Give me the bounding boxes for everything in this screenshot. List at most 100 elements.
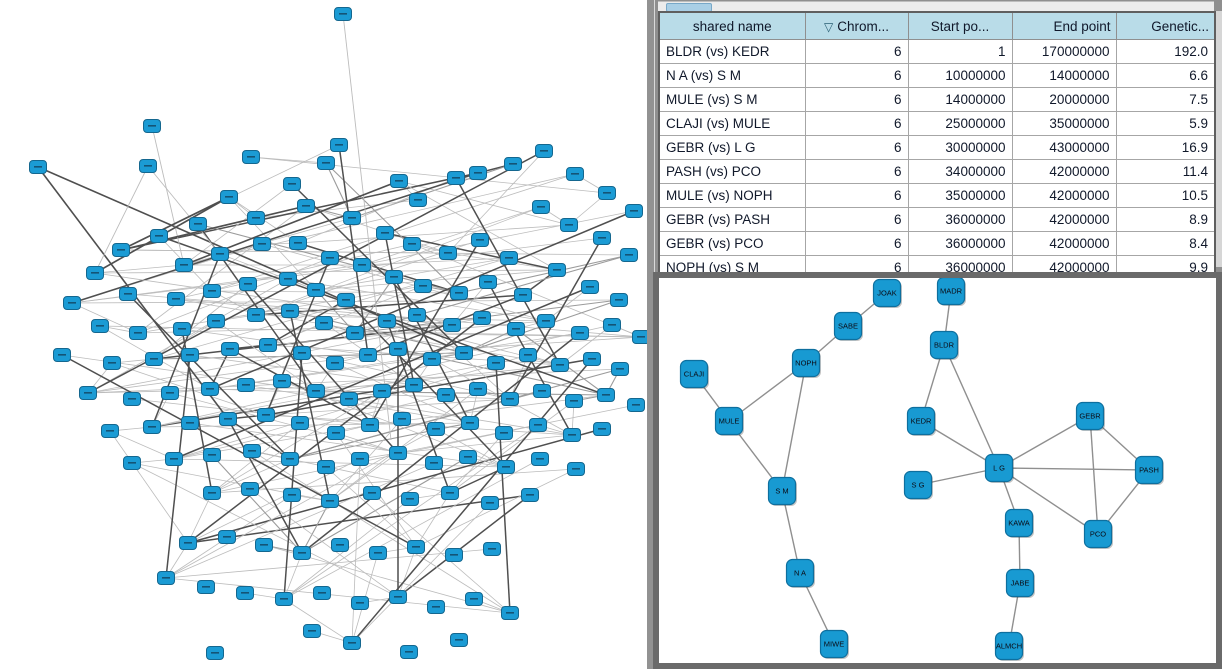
network-node-NOPH[interactable] (791, 348, 821, 378)
node-label-mark (603, 192, 611, 194)
table-cell: 42000000 (1011, 231, 1117, 256)
node-label-mark (432, 606, 440, 608)
node-label-mark (542, 320, 550, 322)
network-node-BLDR[interactable] (929, 330, 959, 360)
network-edge[interactable] (781, 362, 807, 492)
node-label-mark (502, 466, 510, 468)
node-label-mark (466, 422, 474, 424)
network-edge (354, 276, 395, 334)
node-label-mark (224, 418, 232, 420)
node-label-mark (202, 586, 210, 588)
network-node-L-G[interactable] (984, 453, 1014, 483)
network-node-KEDR[interactable] (906, 406, 936, 436)
network-node-JOAK[interactable] (872, 278, 902, 308)
network-edge (338, 144, 369, 356)
network-canvas-large[interactable] (0, 0, 647, 669)
node-label-mark (241, 592, 249, 594)
network-edge (251, 450, 511, 614)
table-row[interactable]: CLAJI (vs) MULE 6 25000000 35000000 5.9 (658, 111, 1216, 136)
node-label-mark (478, 317, 486, 319)
network-node-ALMCH[interactable] (994, 631, 1024, 661)
node-label-mark (351, 332, 359, 334)
node-label-mark (258, 243, 266, 245)
network-node-SABE[interactable] (833, 311, 863, 341)
table-row[interactable]: PASH (vs) PCO 6 34000000 42000000 11.4 (658, 159, 1216, 184)
horizontal-scrollbar[interactable] (658, 1, 1214, 12)
node-label-mark (244, 283, 252, 285)
network-node-JABE[interactable] (1005, 568, 1035, 598)
table-cell: 42000000 (1011, 183, 1117, 208)
table-row[interactable]: MULE (vs) S M 6 14000000 20000000 7.5 (658, 87, 1216, 112)
node-label-mark (509, 163, 517, 165)
network-edge[interactable] (998, 467, 1099, 535)
network-node-KAWA[interactable] (1004, 508, 1034, 538)
network-node-GEBR[interactable] (1075, 401, 1105, 431)
node-label-mark (302, 205, 310, 207)
node-label-mark (571, 173, 579, 175)
node-label-mark (206, 388, 214, 390)
network-node-MADR[interactable] (936, 278, 966, 306)
table-row[interactable]: GEBR (vs) PCO 6 36000000 42000000 8.4 (658, 231, 1216, 256)
network-edge[interactable] (998, 467, 1150, 471)
network-edge (301, 332, 581, 554)
column-header-end-point[interactable]: End point (1011, 11, 1117, 40)
vertical-scrollbar[interactable] (1216, 11, 1222, 267)
node-label-mark (286, 458, 294, 460)
node-label-mark (288, 494, 296, 496)
node-label-mark (150, 358, 158, 360)
table-cell: 20000000 (1011, 87, 1117, 112)
table-row[interactable]: BLDR (vs) KEDR 6 1 170000000 192.0 (658, 39, 1216, 64)
network-edge (211, 458, 291, 494)
network-edge (187, 492, 213, 544)
network-node-MULE[interactable] (714, 406, 744, 436)
network-edge (120, 196, 230, 251)
network-node-N-A[interactable] (785, 558, 815, 588)
network-node-S-M[interactable] (767, 476, 797, 506)
table-row[interactable]: GEBR (vs) L G 6 30000000 43000000 16.9 (658, 135, 1216, 160)
column-header-genetic-distance[interactable]: Genetic... (1115, 11, 1216, 40)
column-header-shared-name[interactable]: shared name (658, 11, 806, 40)
network-edge (283, 552, 303, 600)
table-row[interactable]: N A (vs) S M 6 10000000 14000000 6.6 (658, 63, 1216, 88)
node-label-mark (342, 299, 350, 301)
node-label-mark (553, 269, 561, 271)
network-edge[interactable] (1089, 415, 1099, 535)
node-label-mark (180, 264, 188, 266)
table-row[interactable]: MULE (vs) NOPH 6 35000000 42000000 10.5 (658, 183, 1216, 208)
network-edge[interactable] (998, 415, 1091, 469)
node-label-mark (576, 332, 584, 334)
node-label-mark (172, 298, 180, 300)
node-label-mark (448, 324, 456, 326)
network-edge (109, 430, 189, 544)
table-cell: 36000000 (907, 207, 1013, 232)
network-edge (283, 598, 353, 644)
node-label-mark (184, 542, 192, 544)
node-label-mark (91, 272, 99, 274)
table-cell: 11.4 (1115, 159, 1216, 184)
network-edge (334, 362, 471, 424)
table-cell: 35000000 (1011, 111, 1117, 136)
column-header-chromosome[interactable]: ▽ Chrom... (804, 11, 909, 40)
network-node-MIWE[interactable] (819, 629, 849, 659)
node-label-mark (586, 286, 594, 288)
node-label-mark (208, 492, 216, 494)
column-header-start-position[interactable]: Start po... (907, 11, 1013, 40)
network-node-PASH[interactable] (1134, 455, 1164, 485)
network-node-S-G[interactable] (903, 470, 933, 500)
node-label-mark (394, 348, 402, 350)
network-node-PCO[interactable] (1083, 519, 1113, 549)
network-edge[interactable] (943, 344, 1000, 469)
network-edge (151, 125, 185, 266)
node-label-mark (492, 362, 500, 364)
table-cell: MULE (vs) NOPH (658, 183, 806, 208)
node-label-mark (536, 458, 544, 460)
table-cell: 6 (804, 231, 909, 256)
network-edge (175, 298, 561, 366)
table-row[interactable]: GEBR (vs) PASH 6 36000000 42000000 8.9 (658, 207, 1216, 232)
network-edge (211, 424, 539, 494)
table-cell: 10.5 (1115, 183, 1216, 208)
filter-icon[interactable]: ▽ (824, 19, 834, 34)
network-node-CLAJI[interactable] (679, 359, 709, 389)
